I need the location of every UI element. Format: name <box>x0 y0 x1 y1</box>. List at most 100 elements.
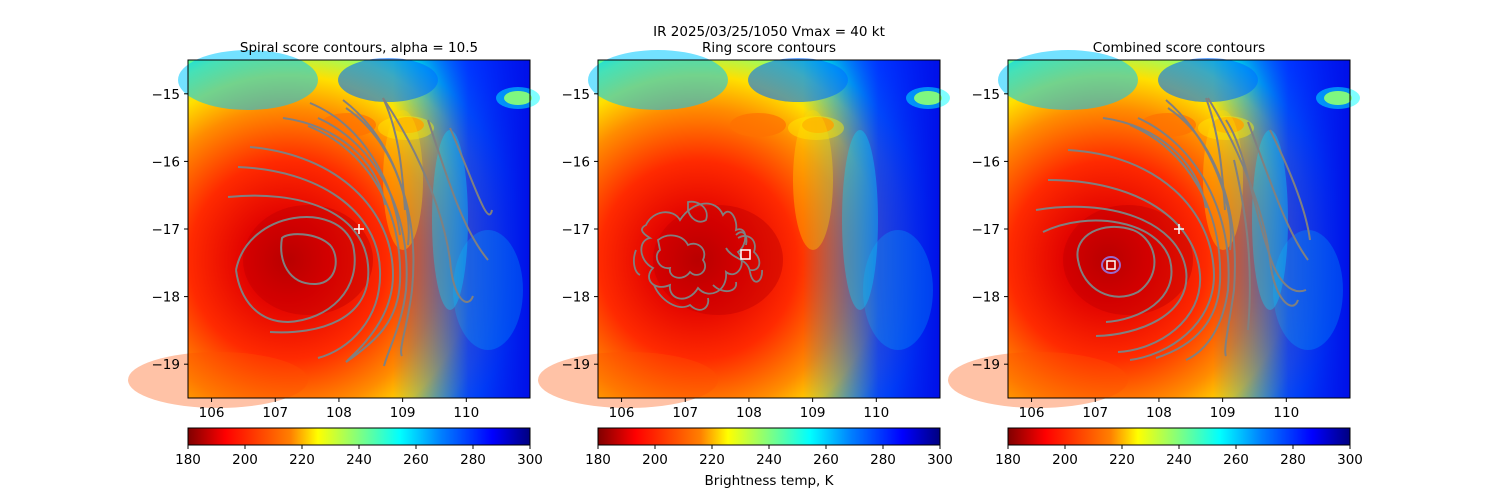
colorbar-tick-label: 280 <box>1280 452 1306 468</box>
y-tick-label: −17 <box>152 222 181 238</box>
colorbar-ticks: 180 200 220 240 260 280 300 <box>585 445 953 468</box>
y-tick-label: −17 <box>562 222 591 238</box>
colorbar-tick-label: 200 <box>232 452 258 468</box>
y-tick-label: −16 <box>562 154 591 170</box>
contour-line <box>1205 97 1226 211</box>
contour-line <box>1035 205 1188 337</box>
colorbar-gradient <box>597 427 941 446</box>
x-tick-label: 110 <box>1273 405 1299 421</box>
contour-line <box>1076 225 1156 298</box>
x-axis: 106 107 108 109 110 <box>199 398 479 421</box>
y-tick-label: −16 <box>972 154 1001 170</box>
contour-line <box>427 119 489 261</box>
contour-line <box>725 247 763 283</box>
y-tick-label: −17 <box>972 222 1001 238</box>
x-tick-label: 107 <box>672 405 698 421</box>
panel-spiral: 106 107 108 109 110 −15 −16 −17 −18 −19 Spiral s… <box>128 40 540 421</box>
contour-line <box>282 117 386 206</box>
panel-title: Ring score contours <box>702 40 836 56</box>
y-axis: −15 −16 −17 −18 −19 <box>152 87 188 373</box>
contour-line <box>249 146 395 363</box>
x-tick-label: 109 <box>390 405 416 421</box>
x-tick-label: 109 <box>1210 405 1236 421</box>
colorbar-3: 180 200 220 240 260 280 300 <box>995 427 1363 468</box>
spiral-contours <box>227 97 493 367</box>
y-tick-label: −18 <box>562 290 591 306</box>
colorbar-tick-label: 180 <box>995 452 1021 468</box>
colorbar-tick-label: 260 <box>1223 452 1249 468</box>
y-tick-label: −19 <box>972 357 1001 373</box>
contour-line <box>640 202 747 300</box>
center-marker-plus <box>1174 224 1184 234</box>
x-tick-label: 106 <box>1019 405 1045 421</box>
contour-line <box>227 194 370 334</box>
y-tick-label: −19 <box>152 357 181 373</box>
ir-heatmap-image <box>128 50 540 408</box>
x-tick-label: 110 <box>863 405 889 421</box>
contour-line <box>1233 159 1251 331</box>
colorbar-tick-label: 300 <box>1337 452 1363 468</box>
y-tick-label: −15 <box>972 87 1001 103</box>
panel-title: Combined score contours <box>1093 40 1265 56</box>
contour-line <box>1102 117 1207 209</box>
combined-contours <box>1035 97 1311 361</box>
x-tick-label: 107 <box>262 405 288 421</box>
contour-line <box>1067 149 1216 361</box>
panel-ring: 106 107 108 109 110 −15 −16 −17 −18 −19 Ring sco… <box>538 24 950 421</box>
colorbar-tick-label: 180 <box>175 452 201 468</box>
ir-heatmap-image <box>538 50 950 408</box>
y-axis: −15 −16 −17 −18 −19 <box>562 87 598 373</box>
contour-line <box>449 127 493 216</box>
contour-line <box>382 97 406 211</box>
x-tick-label: 108 <box>736 405 762 421</box>
contour-line <box>1247 121 1309 261</box>
contour-line <box>1047 179 1202 353</box>
contour-line <box>1225 119 1307 293</box>
contour-line <box>1101 256 1121 274</box>
contour-line <box>309 102 401 236</box>
center-marker-square <box>1106 260 1116 270</box>
x-tick-label: 108 <box>1146 405 1172 421</box>
contour-line <box>1129 124 1222 359</box>
colorbar-tick-label: 280 <box>870 452 896 468</box>
contour-line <box>1137 117 1230 361</box>
y-tick-label: −15 <box>152 87 181 103</box>
contour-line <box>280 233 337 286</box>
colorbar-tick-label: 280 <box>460 452 486 468</box>
panel-title: Spiral score contours, alpha = 10.5 <box>240 40 478 56</box>
x-tick-label: 106 <box>609 405 635 421</box>
colorbar-gradient <box>187 427 531 446</box>
contour-line <box>737 235 761 272</box>
center-marker-square <box>740 249 751 260</box>
colorbar-tick-label: 240 <box>346 452 372 468</box>
x-axis: 106 107 108 109 110 <box>1019 398 1299 421</box>
contour-line <box>633 249 641 276</box>
x-tick-label: 109 <box>800 405 826 421</box>
contour-line <box>317 117 408 367</box>
x-axis: 106 107 108 109 110 <box>609 398 889 421</box>
x-tick-label: 108 <box>326 405 352 421</box>
contour-line <box>235 216 356 324</box>
colorbar-gradient <box>1007 427 1351 446</box>
contour-line <box>237 166 382 359</box>
colorbar-tick-label: 200 <box>642 452 668 468</box>
colorbar-ticks: 180 200 220 240 260 280 300 <box>175 445 543 468</box>
contour-line <box>687 200 708 223</box>
figure-suptitle: IR 2025/03/25/1050 Vmax = 40 kt <box>653 24 885 40</box>
contour-line <box>382 97 474 303</box>
y-tick-label: −15 <box>562 87 591 103</box>
colorbar-tick-label: 260 <box>403 452 429 468</box>
ring-contours <box>633 200 763 311</box>
y-tick-label: −16 <box>152 154 181 170</box>
colorbar-2: 180 200 220 240 260 280 300 Brightness temp, K <box>585 427 953 489</box>
contour-line <box>1165 99 1232 251</box>
contour-line <box>345 107 415 357</box>
contour-line <box>1042 219 1173 323</box>
colorbar-tick-label: 300 <box>927 452 953 468</box>
x-tick-label: 110 <box>453 405 479 421</box>
x-tick-label: 106 <box>199 405 225 421</box>
colorbar-tick-label: 220 <box>289 452 315 468</box>
colorbar-tick-label: 200 <box>1052 452 1078 468</box>
colorbar-tick-label: 300 <box>517 452 543 468</box>
contour-line <box>653 284 710 311</box>
